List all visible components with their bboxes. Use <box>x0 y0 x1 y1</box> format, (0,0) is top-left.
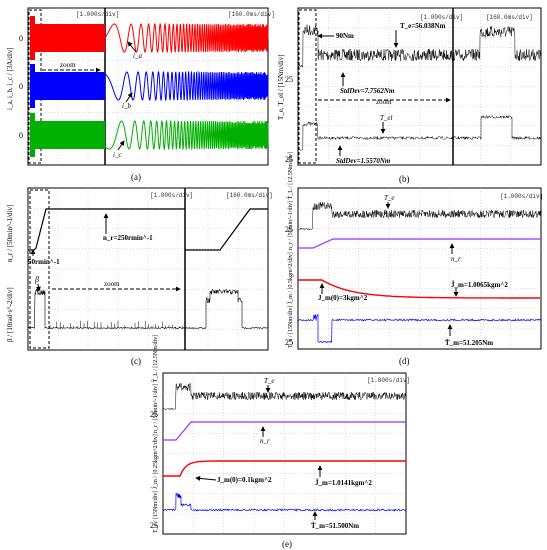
panel-b: 25 25 T_e, T_el / [15Nm/div] [1.000s/div… <box>277 7 542 184</box>
trace-nr-right <box>185 208 268 251</box>
trace-beta-right <box>185 289 268 329</box>
dense-band-i_a <box>34 24 105 52</box>
label-te-d: T_e <box>384 194 395 202</box>
panel-d: 25 25 n_r / [50min^-1/div] T̂_L / [12.5N… <box>285 152 543 366</box>
trace-te-d <box>297 201 542 231</box>
label-jm0-e: J_m(0)=0.1kgm^2 <box>217 476 272 484</box>
label-ia: i_a <box>133 52 142 60</box>
trace-beta-left <box>27 288 186 330</box>
panel-b-ytick-1: 25 <box>285 75 293 84</box>
panel-b-grid <box>298 8 541 165</box>
label-te-mean: T_e=56.038Nm <box>400 22 446 30</box>
trace-jm-e <box>163 460 406 477</box>
ytick-ic-zero: 0 <box>19 131 23 140</box>
panel-c-scale-2: [160.0ms/div] <box>226 192 273 199</box>
trace-nr-d <box>298 238 541 249</box>
trace-tel-left <box>298 121 454 151</box>
label-jm-d: Ĵ_m=1.0065kgm^2 <box>451 281 508 289</box>
trace-i_b <box>104 70 269 102</box>
panel-d-ylabel-top: n_r / [50min^-1/div] T̂_L / [12.5Nm/div] <box>287 152 294 250</box>
label-tel: T_el <box>380 114 393 122</box>
trace-i_c <box>104 119 269 151</box>
panel-d-ytick-1: 25 <box>285 225 293 234</box>
arrow-jm0-e <box>195 475 217 481</box>
trace-te-e <box>162 382 407 411</box>
trace-te-right <box>452 26 542 61</box>
panel-a-traces <box>28 16 269 157</box>
panel-b-ylabel: T_e, T_el / [15Nm/div] <box>277 54 285 120</box>
panel-e: 25 25 n_r / [50min^-1/div] T̂_L / [12.5N… <box>150 335 410 549</box>
panel-a: 0 0 0 i_a, i_b, i_c / [3A/div] [1.000s/d… <box>6 7 275 182</box>
zoom-box-c <box>29 189 50 349</box>
caption-b: (b) <box>399 174 410 184</box>
caption-a: (a) <box>131 172 141 182</box>
label-beta: β <box>34 275 39 284</box>
label-90nm: 90Nm <box>336 32 354 40</box>
label-jm-e: Ĵ_m=1.0141kgm^2 <box>315 479 372 487</box>
panel-d-ytick-2: 25 <box>285 338 293 347</box>
panel-a-scale-2: [160.0ms/div] <box>228 11 275 18</box>
trace-tel-right <box>452 114 542 141</box>
caption-d: (d) <box>399 356 410 366</box>
arrow-ib <box>125 92 133 103</box>
label-nr-d: n_r <box>451 255 461 263</box>
trace-jm-d <box>298 279 540 299</box>
label-jm0-d: J_m(0)=3kgm^2 <box>318 294 368 302</box>
panel-e-ytick-1: 25 <box>150 410 158 419</box>
panel-e-ylabel-top: n_r / [50min^-1/div] T̂_L / [12.5Nm/div] <box>152 335 159 433</box>
label-ic: i_c <box>113 151 122 159</box>
label-ib: i_b <box>122 102 131 110</box>
arrow-ic <box>117 140 125 151</box>
arrow-beta <box>35 283 41 292</box>
ytick-ia-zero: 0 <box>19 34 23 43</box>
ytick-ib-zero: 0 <box>19 82 23 91</box>
zoom-label-b: zoom <box>376 98 392 106</box>
zoom-box-a <box>28 9 42 164</box>
panel-c-ylabel-bottom: β / [10rad·s^-2/div] <box>6 287 14 342</box>
zoom-label-c: zoom <box>104 280 120 288</box>
trace-i_a <box>104 22 269 54</box>
label-tm-d: T̂_m=51.205Nm <box>445 339 493 347</box>
panel-c-traces <box>27 208 268 330</box>
label-nr-250: n_r=250rmin^-1 <box>103 234 153 242</box>
panel-c: n_r / [50min^-1/div] β / [10rad·s^-2/div… <box>6 187 273 366</box>
panel-e-ylabel-bottom: T_e / [15Nm/div] Ĵ_m / [0.25kgm^2/div] <box>151 434 159 533</box>
panel-c-scale-1: [1.000s/div] <box>150 192 193 199</box>
dense-band-i_b <box>34 72 105 100</box>
panel-e-ytick-2: 25 <box>150 521 158 530</box>
panel-c-ylabel-top: n_r / [50min^-1/div] <box>6 205 14 262</box>
caption-e: (e) <box>282 539 292 549</box>
panel-d-scale: [1.000s/div] <box>500 193 543 200</box>
trace-te-left <box>297 24 454 68</box>
label-tel-std: StdDev=1.5570Nm <box>336 157 391 165</box>
panel-d-traces <box>297 201 542 344</box>
panel-a-ylabel: i_a, i_b, i_c / [3A/div] <box>6 47 14 110</box>
panel-b-ytick-2: 25 <box>285 155 293 164</box>
trace-nr-e <box>163 421 406 441</box>
label-nr-e: n_r <box>260 437 270 445</box>
panel-e-traces <box>162 382 407 512</box>
label-tm-e: T̂_m=51.500Nm <box>311 522 359 530</box>
label-te-std: StdDev=7.7562Nm <box>340 87 395 95</box>
label-50rmin: 50rmin^-1 <box>28 258 60 266</box>
label-te-e: T_e <box>264 377 275 385</box>
trace-tm-e <box>162 492 407 512</box>
panel-e-frame <box>162 372 407 535</box>
dense-band-i_c <box>34 121 105 149</box>
arrow-ia <box>127 41 137 53</box>
panel-b-scale-1: [1.000s/div] <box>420 14 463 21</box>
zoom-label-a: zoom <box>60 61 76 69</box>
panel-d-ylabel-bottom: T_e / [15Nm/div] Ĵ_m / [0.5kgm^2/div] <box>286 252 294 348</box>
panel-b-scale-2: [160.0ms/div] <box>486 14 533 21</box>
panel-e-scale: [1.000s/div] <box>367 377 410 384</box>
caption-c: (c) <box>131 356 141 366</box>
panel-b-traces <box>297 24 542 151</box>
trace-tm-d <box>297 313 541 344</box>
panel-a-scale-1: [1.000s/div] <box>76 11 119 18</box>
